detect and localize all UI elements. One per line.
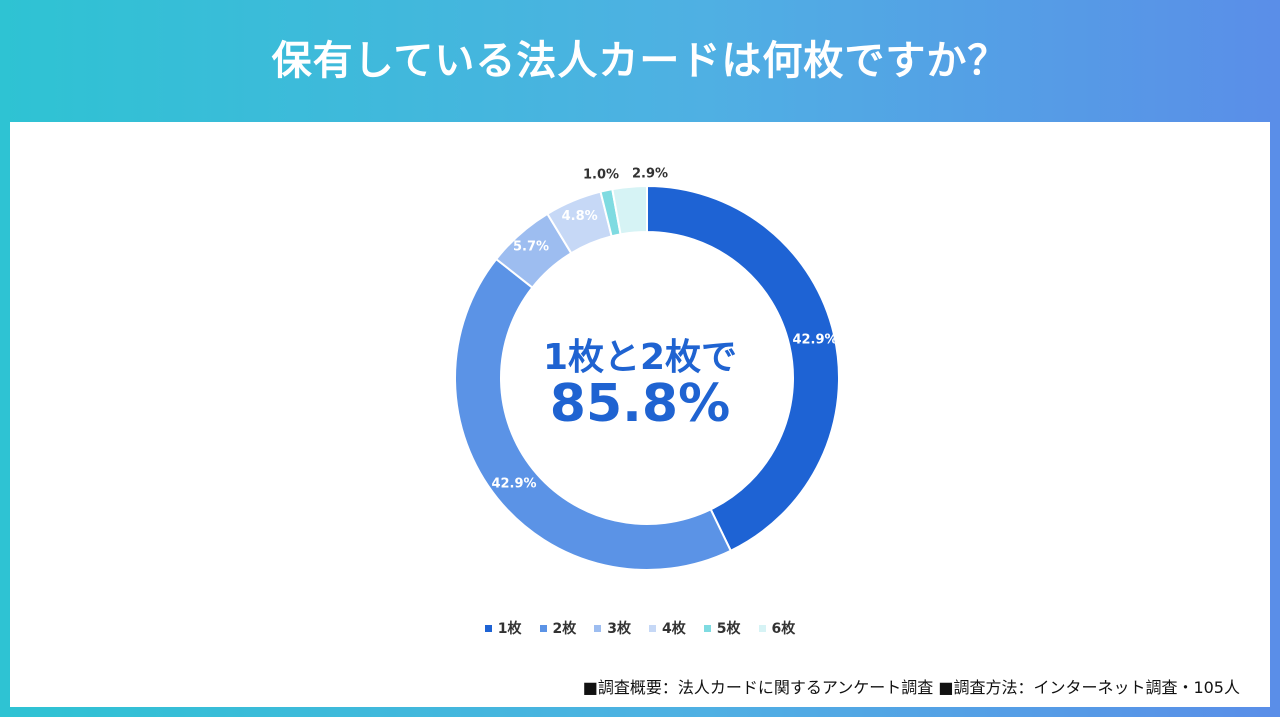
donut-chart: 42.9% 42.9% 5.7% 4.8% 1.0% 2.9% bbox=[454, 167, 840, 571]
legend: 1枚 2枚 3枚 4枚 5枚 6枚 bbox=[10, 618, 1270, 638]
slice-label-5: 1.0% bbox=[583, 168, 619, 183]
slice-label-3: 5.7% bbox=[513, 239, 549, 254]
legend-swatch bbox=[649, 624, 656, 632]
slice-label-4: 4.8% bbox=[562, 209, 598, 224]
chart-card: 42.9% 42.9% 5.7% 4.8% 1.0% 2.9% 1枚と2枚で 85.8% … bbox=[10, 122, 1270, 707]
legend-item: 2枚 bbox=[539, 618, 577, 638]
legend-label: 5枚 bbox=[716, 621, 741, 637]
legend-item: 5枚 bbox=[703, 618, 741, 638]
legend-item: 1枚 bbox=[484, 618, 522, 638]
legend-label: 3枚 bbox=[607, 621, 631, 637]
legend-label: 2枚 bbox=[552, 621, 577, 637]
slice-6 bbox=[611, 184, 648, 236]
legend-swatch bbox=[758, 624, 766, 632]
legend-item: 3枚 bbox=[594, 618, 631, 638]
legend-label: 6枚 bbox=[771, 621, 796, 637]
slice-label-2: 42.9% bbox=[491, 477, 536, 492]
center-summary-label: 1枚と2枚で bbox=[542, 337, 738, 378]
slice-2 bbox=[454, 257, 733, 571]
legend-item: 6枚 bbox=[758, 618, 796, 638]
legend-item: 4枚 bbox=[649, 618, 686, 638]
legend-swatch bbox=[594, 624, 602, 632]
legend-swatch bbox=[484, 624, 492, 632]
center-summary-value: 85.8% bbox=[549, 374, 731, 434]
slice-label-1: 42.9% bbox=[792, 333, 837, 348]
legend-swatch bbox=[703, 624, 711, 632]
slice-label-6: 2.9% bbox=[632, 167, 668, 182]
slice-1 bbox=[646, 184, 840, 553]
chart-title: 保有している法人カードは何枚ですか？ bbox=[271, 38, 1009, 84]
legend-label: 4枚 bbox=[662, 621, 686, 637]
survey-footnote: ■調査概要：法人カードに関するアンケート調査 ■調査方法：インターネット調査・1… bbox=[582, 678, 1240, 697]
legend-label: 1枚 bbox=[497, 621, 522, 637]
legend-swatch bbox=[539, 624, 547, 632]
